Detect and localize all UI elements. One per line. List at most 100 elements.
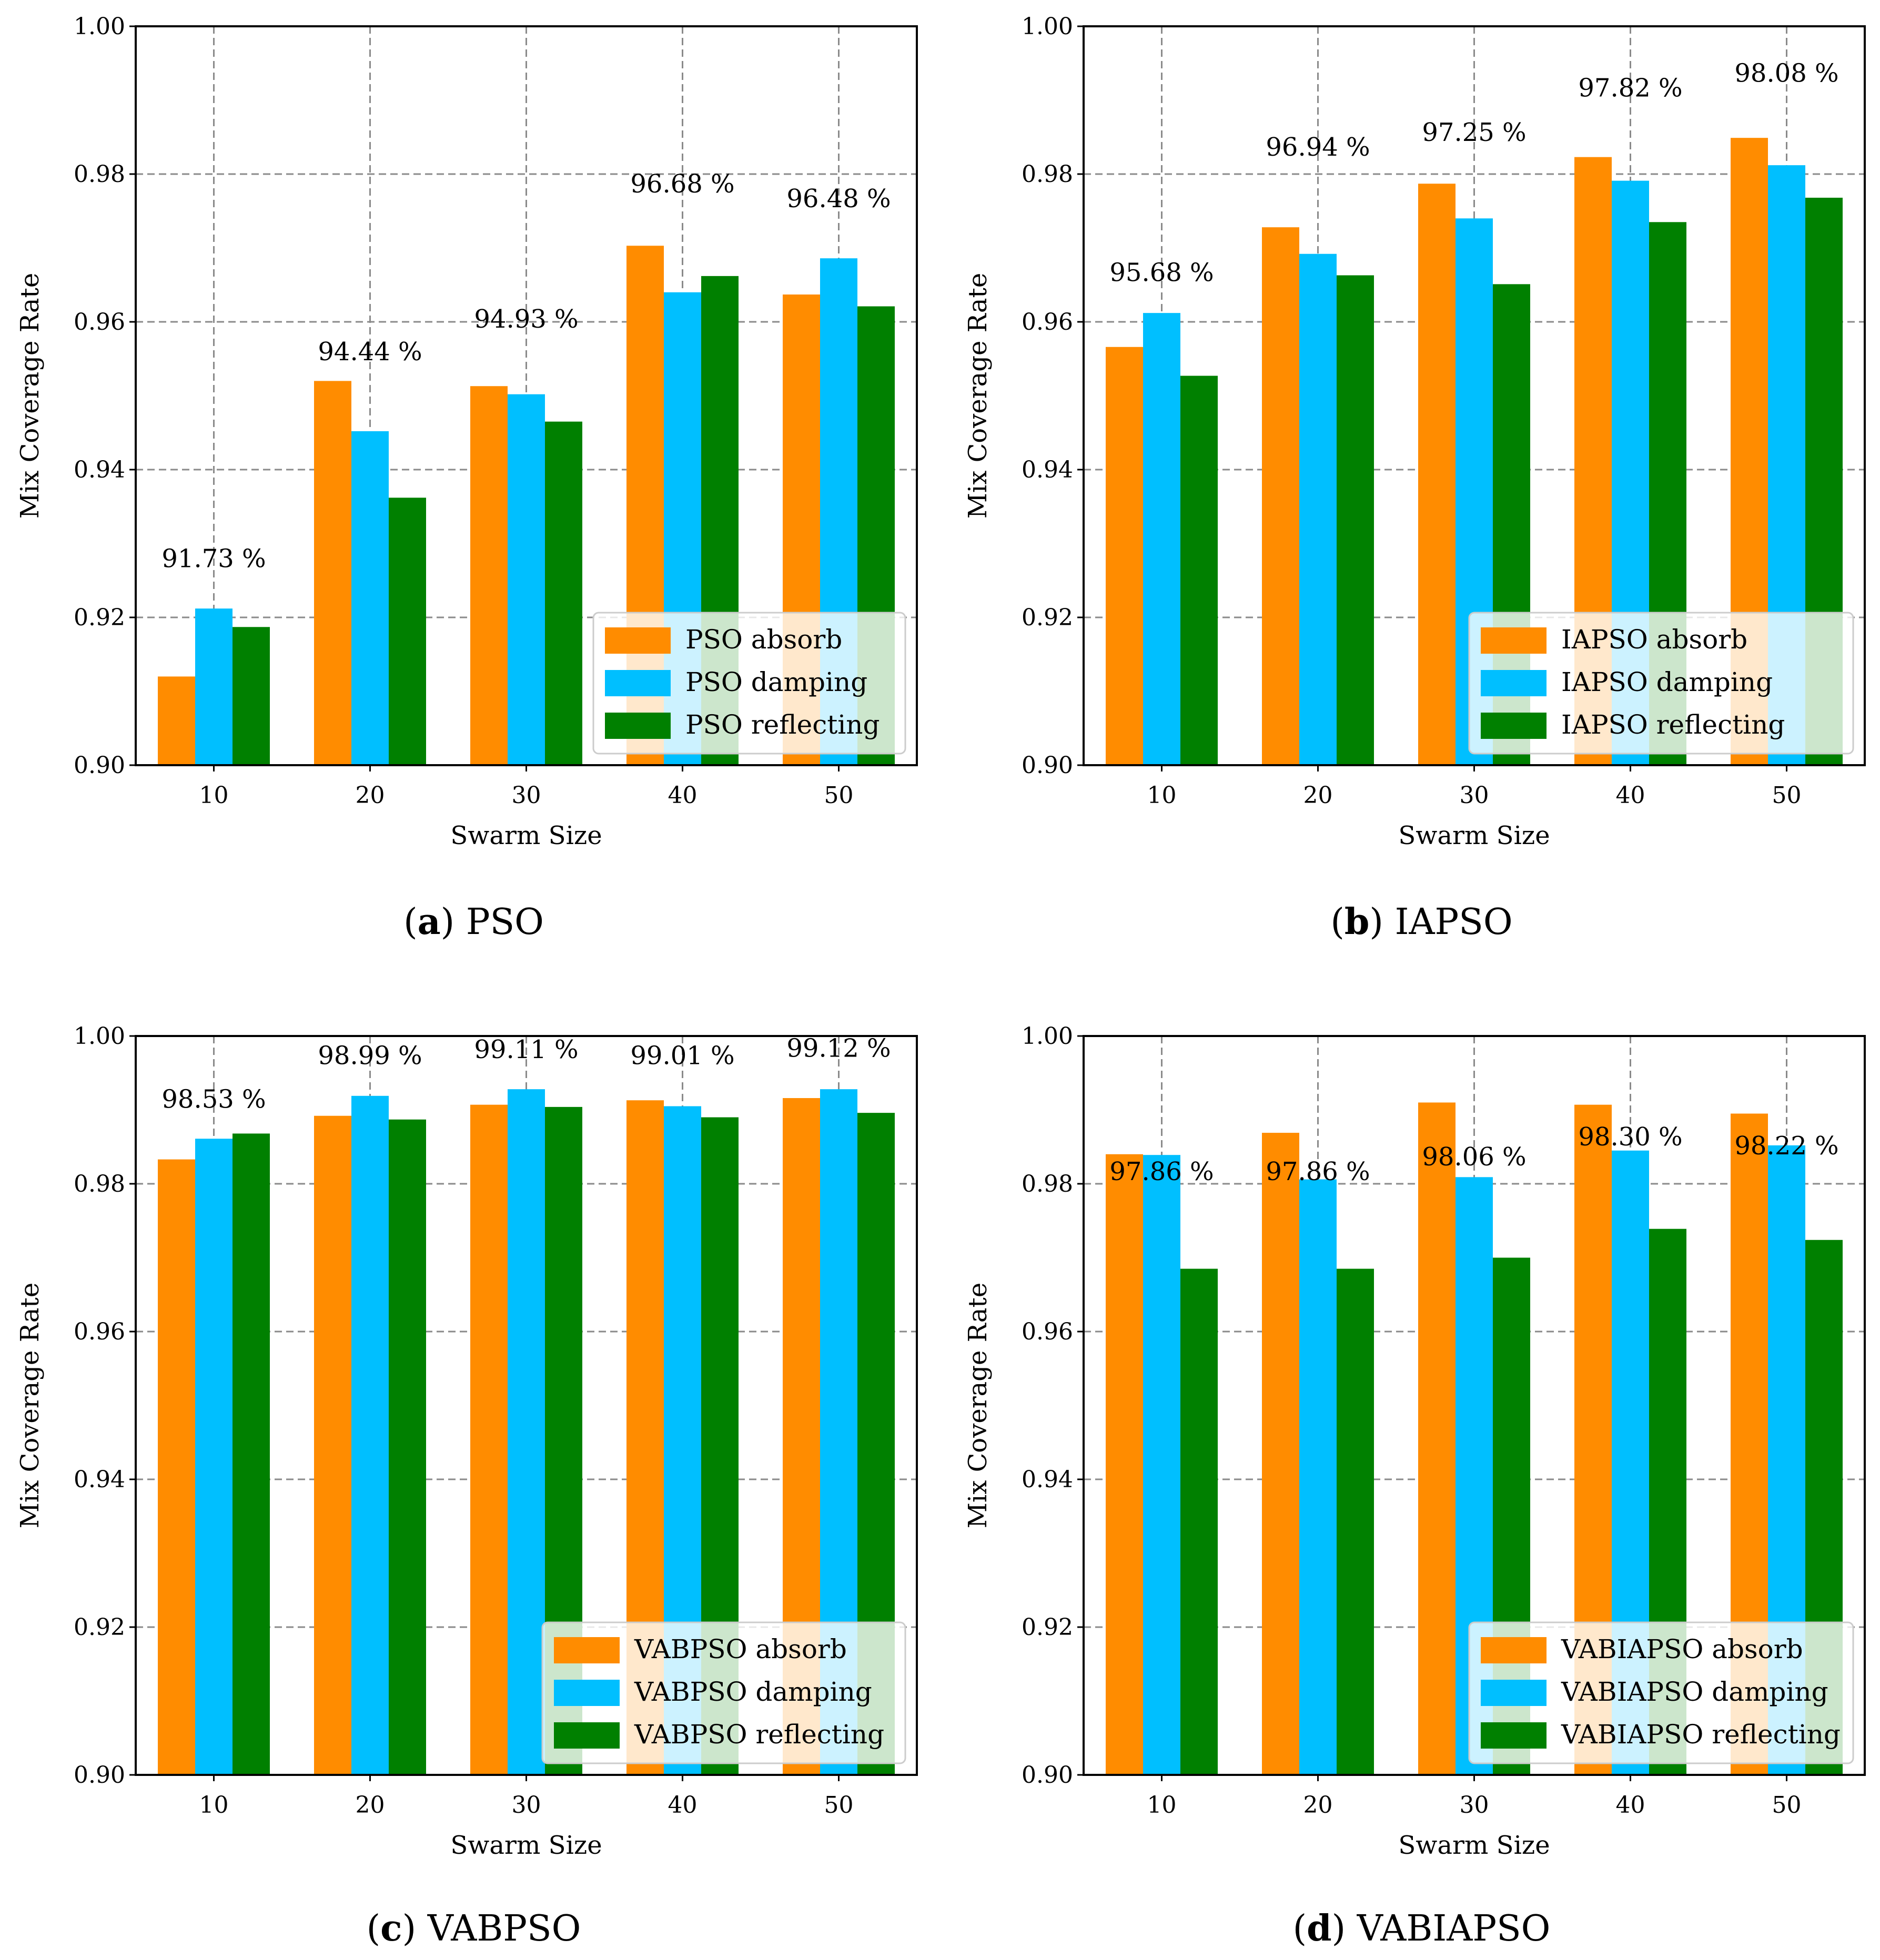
y-tick-label: 0.92	[1022, 1614, 1073, 1641]
legend-entry-label: PSO reflecting	[685, 709, 880, 740]
caption-letter: d	[1307, 1907, 1332, 1949]
legend-swatch-absorb	[1481, 627, 1547, 654]
bar-damping-20	[1299, 1179, 1337, 1775]
x-tick-label: 40	[668, 782, 698, 809]
bar-absorb-10	[1106, 347, 1143, 765]
bar-absorb-10	[158, 1159, 195, 1775]
annotation-label: 95.68 %	[1109, 258, 1214, 288]
legend-entry-label: VABIAPSO reflecting	[1561, 1719, 1841, 1750]
caption-name: PSO	[466, 901, 544, 943]
y-tick-label: 0.90	[1022, 1762, 1073, 1789]
x-tick-label: 20	[1303, 782, 1333, 809]
annotation-label: 98.53 %	[161, 1084, 266, 1114]
x-tick-label: 50	[1772, 782, 1802, 809]
bar-reflecting-10	[233, 627, 270, 765]
bar-absorb-30	[470, 1104, 508, 1775]
legend-swatch-damping	[554, 1680, 620, 1706]
y-tick-label: 0.94	[1022, 1466, 1073, 1493]
legend-swatch-damping	[605, 670, 671, 696]
y-tick-label: 0.96	[74, 1318, 125, 1345]
plot-frame	[1083, 1035, 1866, 1776]
y-tick-label: 0.90	[74, 1762, 125, 1789]
bar-damping-20	[1299, 253, 1337, 765]
y-axis-label: Mix Coverage Rate	[963, 1283, 993, 1528]
y-axis-label: Mix Coverage Rate	[963, 273, 993, 519]
legend-entry-label: PSO absorb	[685, 624, 842, 655]
chart-panel-c: 0.90 0.92 0.94 0.96 0.98 1.00 10 20 30 40 50 98.53 …	[15, 1023, 918, 1949]
caption-letter: a	[418, 901, 441, 943]
bar-absorb-10	[158, 676, 195, 765]
legend-swatch-reflecting	[554, 1722, 620, 1749]
annotation-label: 96.68 %	[630, 169, 734, 199]
legend-swatch-damping	[1481, 670, 1547, 696]
x-tick-label: 20	[356, 1792, 385, 1819]
bar-absorb-20	[1262, 227, 1299, 765]
bar-damping-10	[1143, 313, 1180, 765]
x-tick-label: 50	[1772, 1792, 1802, 1819]
x-tick-label: 30	[1460, 1792, 1489, 1819]
x-axis-label: Swarm Size	[450, 821, 602, 850]
panel-caption: (a) PSO	[403, 901, 544, 943]
chart-panel-b: 0.90 0.92 0.94 0.96 0.98 1.00 10 20 30 40 50 95.68 …	[963, 13, 1866, 943]
y-tick-label: 0.92	[1022, 604, 1073, 631]
legend-entry-label: IAPSO damping	[1561, 667, 1773, 697]
annotation-label: 97.82 %	[1578, 73, 1682, 103]
caption-paren-open: (	[367, 1908, 381, 1949]
bar-absorb-30	[470, 386, 508, 765]
legend: VABPSO absorb VABPSO damping VABPSO reflec…	[541, 1621, 906, 1764]
annotation-label: 98.22 %	[1734, 1131, 1838, 1161]
annotation-label: 91.73 %	[161, 544, 266, 573]
caption-letter: b	[1345, 901, 1370, 943]
legend-entry-label: VABIAPSO damping	[1561, 1677, 1828, 1707]
plot-frame	[135, 1035, 918, 1776]
legend-swatch-reflecting	[1481, 713, 1547, 739]
legend: VABIAPSO absorb VABIAPSO damping VABIAPSO …	[1468, 1621, 1854, 1764]
x-tick-label: 20	[1303, 1792, 1333, 1819]
legend-entry-label: VABPSO damping	[634, 1677, 872, 1707]
y-tick-label: 1.00	[74, 13, 125, 40]
caption-paren-open: (	[1293, 1908, 1307, 1949]
bar-reflecting-10	[233, 1133, 270, 1775]
annotation-label: 96.48 %	[786, 184, 891, 214]
annotation-label: 98.99 %	[318, 1041, 422, 1070]
x-tick-label: 40	[1616, 1792, 1645, 1819]
caption-letter: c	[380, 1907, 402, 1949]
y-axis-label: Mix Coverage Rate	[15, 1283, 45, 1528]
plot-frame	[1083, 25, 1866, 766]
x-tick-label: 30	[512, 782, 541, 809]
annotation-label: 96.94 %	[1266, 133, 1370, 162]
legend-entry-label: PSO damping	[685, 667, 867, 697]
x-tick-label: 50	[824, 1792, 854, 1819]
y-tick-label: 0.92	[74, 604, 125, 631]
legend: IAPSO absorb IAPSO damping IAPSO reflectin…	[1468, 612, 1854, 755]
bar-absorb-10	[1106, 1154, 1143, 1775]
annotation-label: 94.44 %	[318, 337, 422, 367]
y-tick-label: 0.94	[74, 1466, 125, 1493]
y-tick-label: 0.98	[74, 1171, 125, 1197]
legend-box	[592, 612, 906, 755]
legend-swatch-reflecting	[1481, 1722, 1547, 1749]
bar-absorb-30	[1418, 1102, 1456, 1775]
legend-swatch-absorb	[1481, 1637, 1547, 1663]
bar-damping-10	[1143, 1155, 1180, 1775]
bar-reflecting-20	[1337, 1268, 1374, 1775]
legend-box	[1468, 612, 1854, 755]
caption-paren-open: (	[403, 901, 418, 943]
annotation-label: 98.08 %	[1734, 58, 1838, 88]
y-tick-label: 0.98	[74, 161, 125, 188]
bar-reflecting-20	[389, 497, 426, 765]
caption-paren-open: (	[1330, 901, 1345, 943]
caption-paren-close: )	[1332, 1908, 1357, 1949]
plot-frame	[135, 25, 918, 766]
x-axis-label: Swarm Size	[1398, 1831, 1550, 1860]
x-tick-label: 40	[1616, 782, 1645, 809]
panel-caption: (d) VABIAPSO	[1293, 1907, 1551, 1949]
bar-reflecting-10	[1180, 375, 1218, 765]
annotation-label: 99.11 %	[474, 1035, 578, 1064]
chart-panel-a: 0.90 0.92 0.94 0.96 0.98 1.00 10 20 30 40 50 91.73 …	[15, 13, 918, 943]
caption-paren-close: )	[1369, 901, 1394, 943]
y-tick-label: 0.98	[1022, 161, 1073, 188]
chart-panel-d: 0.90 0.92 0.94 0.96 0.98 1.00 10 20 30 40 50 97.86 …	[963, 1023, 1866, 1949]
legend-swatch-reflecting	[605, 713, 671, 739]
